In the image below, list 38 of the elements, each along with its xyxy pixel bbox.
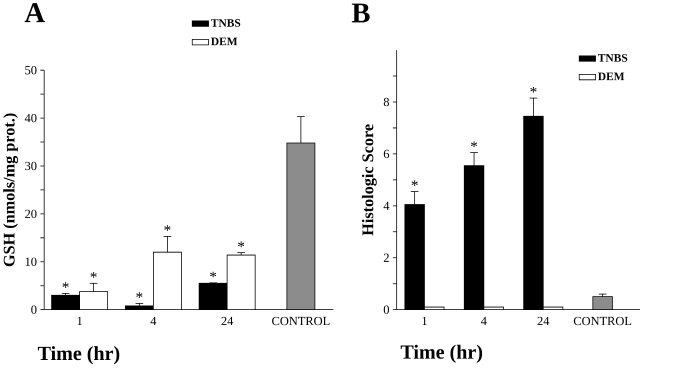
legend-label: DEM [598, 72, 624, 80]
x-tick-label: 4 [480, 316, 487, 325]
legend-label: TNBS [598, 54, 628, 62]
chart-title: B [352, 4, 370, 22]
x-axis-title: Time (hr) [400, 344, 482, 363]
y-axis-title: Histologic Score [362, 124, 377, 236]
x-tick-label: 24 [221, 316, 234, 326]
chart-title: A [24, 3, 45, 22]
data-label: * [238, 242, 244, 248]
y-tick-label: 4 [384, 202, 390, 210]
data-label: * [470, 141, 478, 148]
x-tick-label: 4 [150, 316, 156, 325]
y-tick-label: 2 [384, 254, 389, 262]
y-tick-label: 30 [25, 162, 37, 170]
x-tick-label: CONTROL [272, 316, 330, 326]
y-tick-label: 0 [31, 305, 37, 314]
x-axis-title: Time (hr) [38, 346, 120, 364]
data-label: * [164, 225, 170, 231]
data-label: * [210, 272, 216, 278]
y-axis-title: GSH (nmols/mg prot.) [3, 113, 18, 266]
y-tick-label: 6 [384, 150, 390, 158]
y-tick-label: 10 [26, 258, 37, 266]
data-label: * [530, 86, 537, 93]
data-label: * [62, 282, 69, 288]
y-tick-label: 50 [25, 66, 37, 74]
data-label: * [90, 272, 97, 278]
x-tick-label: 1 [422, 316, 427, 326]
x-tick-label: 24 [538, 316, 550, 326]
legend-label: DEM [211, 38, 238, 46]
y-tick-label: 20 [25, 210, 37, 218]
x-tick-label: 1 [78, 316, 82, 326]
y-tick-label: 40 [24, 114, 37, 122]
y-tick-label: 8 [384, 98, 390, 106]
legend-label: TNBS [211, 19, 240, 27]
x-tick-label: CONTROL [574, 316, 632, 326]
data-label: * [412, 180, 418, 186]
y-tick-label: 0 [384, 305, 390, 314]
data-label: * [136, 292, 142, 298]
